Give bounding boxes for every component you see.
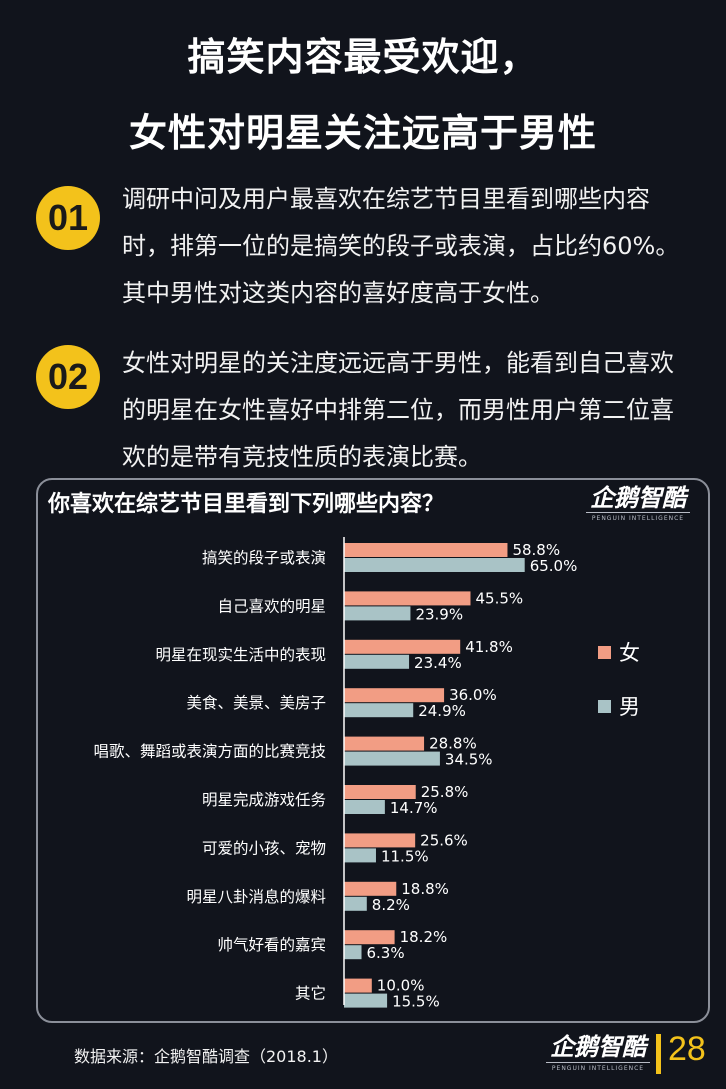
bar-female xyxy=(344,881,397,896)
bar-male xyxy=(344,800,385,814)
bar-female xyxy=(344,688,445,703)
data-label-female: 18.2% xyxy=(400,928,448,946)
category-label: 明星完成游戏任务 xyxy=(202,791,326,809)
data-label-male: 34.5% xyxy=(445,751,493,769)
legend-swatch-male xyxy=(598,700,611,713)
bar-male xyxy=(344,751,440,766)
chart-panel xyxy=(36,478,710,1023)
logo-text: 企鹅智酷 xyxy=(590,484,686,512)
data-label-male: 15.5% xyxy=(392,993,440,1011)
point-number-badge-2: 02 xyxy=(36,345,100,409)
bar-female xyxy=(344,833,416,848)
bar-male xyxy=(344,654,410,669)
footer-logo-subtitle: PENGUIN INTELLIGENCE xyxy=(546,1062,650,1073)
data-label-female: 28.8% xyxy=(429,735,477,753)
category-label: 可爱的小孩、宠物 xyxy=(202,839,326,857)
data-label-male: 6.3% xyxy=(367,944,405,962)
data-label-male: 23.4% xyxy=(414,654,462,672)
bar-female xyxy=(344,543,508,557)
category-label: 搞笑的段子或表演 xyxy=(202,549,326,567)
bar-female xyxy=(344,736,425,751)
data-source: 数据来源：企鹅智酷调查（2018.1） xyxy=(74,1047,338,1066)
page-number-divider xyxy=(656,1034,661,1074)
data-label-male: 8.2% xyxy=(372,896,410,914)
penguin-logo: 企鹅智酷 PENGUIN INTELLIGENCE xyxy=(586,484,690,523)
legend-label-female: 女 xyxy=(619,641,640,665)
data-label-female: 45.5% xyxy=(475,589,523,607)
data-label-male: 23.9% xyxy=(415,605,463,623)
bar-male xyxy=(344,945,362,960)
bar-female xyxy=(344,930,395,945)
data-label-female: 18.8% xyxy=(401,880,449,898)
footer-logo-text: 企鹅智酷 xyxy=(550,1033,646,1061)
data-label-male: 65.0% xyxy=(530,557,578,575)
legend-swatch-female xyxy=(598,646,611,659)
bar-female xyxy=(344,785,416,799)
category-label: 其它 xyxy=(295,985,326,1003)
page-number: 28 xyxy=(668,1030,706,1068)
data-label-female: 36.0% xyxy=(449,686,497,704)
data-label-male: 24.9% xyxy=(418,702,466,720)
category-label: 美食、美景、美房子 xyxy=(186,694,326,712)
bar-female xyxy=(344,591,471,606)
bar-male xyxy=(344,993,388,1008)
bar-male xyxy=(344,606,411,621)
data-label-male: 14.7% xyxy=(390,799,438,817)
legend-label-male: 男 xyxy=(619,695,640,719)
category-label: 唱歌、舞蹈或表演方面的比赛竞技 xyxy=(93,742,326,761)
data-label-female: 25.6% xyxy=(420,831,468,849)
footer-logo: 企鹅智酷 PENGUIN INTELLIGENCE xyxy=(546,1032,650,1073)
category-label: 自己喜欢的明星 xyxy=(217,597,326,615)
category-label: 帅气好看的嘉宾 xyxy=(217,936,326,954)
bar-male xyxy=(344,896,367,911)
point-number-badge-1: 01 xyxy=(36,186,100,250)
logo-subtitle: PENGUIN INTELLIGENCE xyxy=(586,512,690,523)
chart-title: 你喜欢在综艺节目里看到下列哪些内容？ xyxy=(48,492,445,517)
data-label-female: 10.0% xyxy=(377,977,425,995)
data-label-female: 25.8% xyxy=(421,783,469,801)
data-label-female: 58.8% xyxy=(512,541,560,559)
category-label: 明星八卦消息的爆料 xyxy=(186,887,326,906)
data-label-male: 11.5% xyxy=(381,847,429,865)
bar-male xyxy=(344,558,525,572)
bar-male xyxy=(344,848,376,863)
bar-male xyxy=(344,703,414,718)
page-title-line-2: 女性对明星关注远高于男性 xyxy=(128,111,597,155)
page-title-line-1: 搞笑内容最受欢迎， xyxy=(187,35,539,79)
bar-female xyxy=(344,639,461,654)
bar-female xyxy=(344,978,372,993)
point-text-2: 女性对明星的关注度远远高于男性，能看到自己喜欢的明星在女性喜好中排第二位，而男性… xyxy=(122,349,674,471)
data-label-female: 41.8% xyxy=(465,638,513,656)
category-label: 明星在现实生活中的表现 xyxy=(155,646,326,664)
point-text-1: 调研中问及用户最喜欢在综艺节目里看到哪些内容时，排第一位的是搞笑的段子或表演，占… xyxy=(122,185,680,307)
